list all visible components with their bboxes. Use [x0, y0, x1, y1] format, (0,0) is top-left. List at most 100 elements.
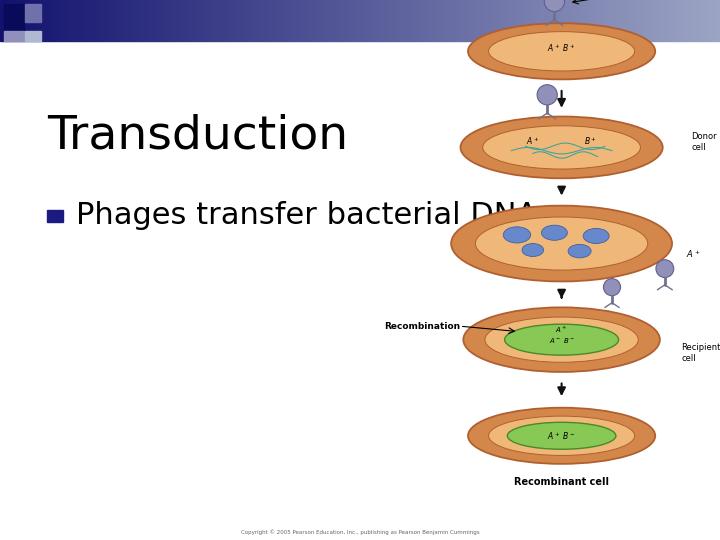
Bar [288, 0, 290, 40]
Bar [643, 0, 646, 40]
Bar [482, 0, 485, 40]
Ellipse shape [522, 244, 544, 256]
Bar [475, 0, 477, 40]
Bar [650, 0, 653, 40]
Bar [197, 0, 199, 40]
Bar [677, 0, 679, 40]
Bar [72, 0, 74, 40]
Bar [358, 0, 360, 40]
Bar [269, 0, 271, 40]
Bar [387, 0, 389, 40]
Bar [279, 0, 281, 40]
Bar [567, 0, 569, 40]
Bar [583, 0, 585, 40]
Bar [394, 0, 396, 40]
Bar [545, 0, 547, 40]
Bar [576, 0, 578, 40]
Bar [502, 0, 504, 40]
Bar [333, 0, 336, 40]
Bar [626, 0, 629, 40]
Text: Recipient
cell: Recipient cell [682, 343, 720, 363]
Bar [698, 0, 701, 40]
Bar [372, 0, 374, 40]
Bar [495, 0, 497, 40]
Text: $A^+\ B^+$: $A^+\ B^+$ [547, 42, 576, 54]
Bar [480, 0, 482, 40]
Bar [180, 0, 182, 40]
Bar [449, 0, 451, 40]
Bar [603, 0, 605, 40]
Bar [655, 0, 657, 40]
Bar [535, 0, 538, 40]
Bar [405, 0, 408, 40]
Bar [139, 0, 142, 40]
Text: Recombinant cell: Recombinant cell [514, 477, 609, 488]
Bar [384, 0, 387, 40]
Bar [648, 0, 650, 40]
Bar [79, 0, 81, 40]
Bar [341, 0, 343, 40]
Bar [689, 0, 691, 40]
Bar [233, 0, 235, 40]
Ellipse shape [603, 279, 621, 296]
Bar [444, 0, 446, 40]
Bar [290, 0, 293, 40]
Bar [578, 0, 581, 40]
Bar [120, 0, 122, 40]
Bar [667, 0, 670, 40]
Bar [590, 0, 593, 40]
Bar [362, 0, 365, 40]
Bar [281, 0, 283, 40]
Bar [631, 0, 634, 40]
Bar [470, 0, 473, 40]
Bar [135, 0, 137, 40]
Bar [117, 0, 120, 40]
Text: Transduction: Transduction [47, 113, 348, 158]
Ellipse shape [489, 416, 634, 455]
Bar [132, 0, 135, 40]
Bar [238, 0, 240, 40]
Bar [146, 0, 149, 40]
Bar [708, 0, 711, 40]
Bar [43, 0, 45, 40]
Bar [24, 0, 27, 40]
Bar [271, 0, 274, 40]
Bar [636, 0, 639, 40]
Bar [490, 0, 492, 40]
Bar [247, 0, 250, 40]
Bar [410, 0, 413, 40]
Bar [293, 0, 295, 40]
Bar [329, 0, 331, 40]
Bar [439, 0, 441, 40]
Bar [127, 0, 130, 40]
Bar [228, 0, 230, 40]
Bar [67, 0, 70, 40]
Bar [199, 0, 202, 40]
Bar [574, 0, 576, 40]
Bar [286, 0, 288, 40]
Ellipse shape [583, 228, 609, 244]
Bar [158, 0, 161, 40]
Bar [211, 0, 214, 40]
Bar [713, 0, 715, 40]
Bar [477, 0, 480, 40]
Bar [653, 0, 655, 40]
Bar [542, 0, 545, 40]
Bar [245, 0, 247, 40]
Bar [706, 0, 708, 40]
Bar [55, 0, 58, 40]
Bar [204, 0, 207, 40]
Bar [161, 0, 163, 40]
Bar [27, 0, 29, 40]
Bar [365, 0, 367, 40]
Ellipse shape [568, 244, 591, 258]
Bar [585, 0, 588, 40]
Bar [31, 0, 34, 40]
Bar [621, 0, 624, 40]
Ellipse shape [468, 408, 655, 464]
Text: $A^+$: $A^+$ [555, 325, 568, 335]
Text: Copyright © 2005 Pearson Education, Inc., publishing as Pearson Benjamin Cumming: Copyright © 2005 Pearson Education, Inc.… [240, 529, 480, 535]
Bar [25, 31, 41, 40]
Bar [38, 0, 41, 40]
Bar [4, 4, 24, 31]
